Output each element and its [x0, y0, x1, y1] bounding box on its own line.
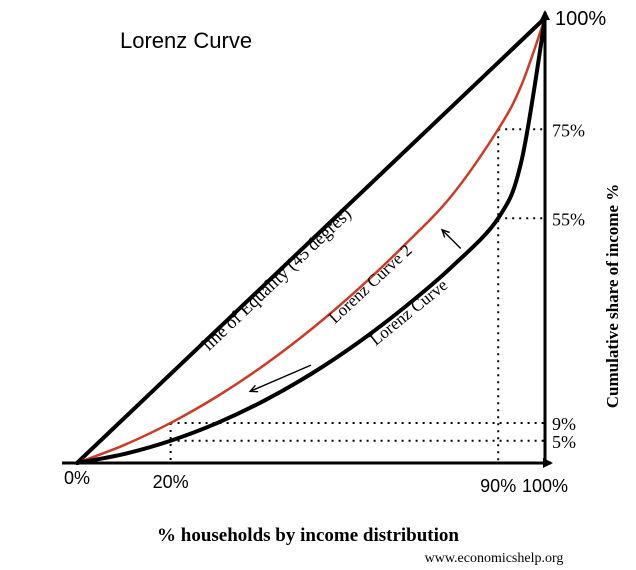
chart-title: Lorenz Curve	[120, 28, 252, 53]
lorenz-curve	[75, 16, 547, 465]
y-tick-label: 75%	[552, 120, 585, 140]
equality-line	[75, 16, 547, 465]
x-axis-title: % households by income distribution	[157, 525, 459, 546]
y-tick-label: 100%	[555, 8, 606, 30]
shift-arrow-0	[249, 364, 312, 392]
x-tick-label: 20%	[153, 472, 189, 492]
y-tick-label: 5%	[552, 432, 576, 452]
tick-labels: 0% 20% 90% 100% 100% 75% 55% 9%5%	[64, 8, 606, 496]
y-axis-title: Cumulative share of income %	[603, 184, 622, 408]
x-tick-label: 100%	[522, 476, 568, 496]
series-layer	[75, 16, 547, 465]
equality-line-label: line of Equality (45 degres)	[198, 204, 356, 356]
shift-arrow-1	[441, 229, 462, 250]
x-tick-label: 0%	[64, 468, 90, 488]
reference-lines	[169, 128, 545, 463]
shift-arrow-head-1	[440, 228, 450, 238]
source-label: www.economicshelp.org	[425, 551, 564, 566]
y-tick-label: 55%	[552, 209, 585, 229]
shift-arrow-head-0	[248, 384, 259, 393]
y-tick-label: 9%	[552, 414, 576, 434]
x-tick-label: 90%	[480, 476, 516, 496]
shift-arrows	[248, 228, 462, 393]
lorenz-curve-2	[75, 16, 547, 465]
